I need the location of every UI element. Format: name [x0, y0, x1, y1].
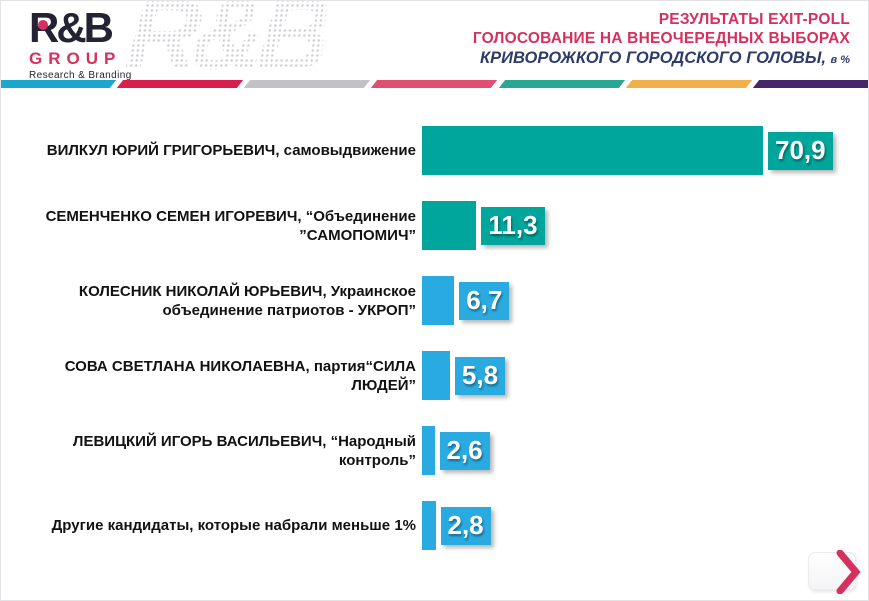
result-bar — [422, 126, 763, 175]
value-badge: 2,6 — [439, 431, 490, 470]
result-bar — [422, 501, 436, 550]
candidate-label: СОВА СВЕТЛАНА НИКОЛАЕВНА, партия“СИЛА ЛЮ… — [64, 357, 416, 394]
chart-row: СЕМЕНЧЕНКО СЕМЕН ИГОРЕВИЧ, “Объединение … — [1, 188, 868, 263]
bar-area: 70,9 — [416, 126, 868, 175]
candidate-label: СЕМЕНЧЕНКО СЕМЕН ИГОРЕВИЧ, “Объединение … — [45, 207, 416, 244]
value-badge: 11,3 — [481, 206, 545, 245]
value-badge: 5,8 — [454, 356, 506, 395]
candidate-label: ЛЕВИЦКИЙ ИГОРЬ ВАСИЛЬЕВИЧ, “Народный кон… — [72, 432, 416, 469]
value-badge: 6,7 — [459, 281, 510, 320]
stripe-segment — [498, 80, 625, 88]
bar-area: 11,3 — [416, 201, 868, 250]
stripe-segment — [1, 80, 117, 88]
logo-group-text: GROUP — [29, 48, 122, 68]
rb-group-logo: R&B GROUP Research & Branding — [29, 7, 132, 81]
next-slide-button[interactable] — [808, 550, 861, 594]
title-line-3: КРИВОРОЖКОГО ГОРОДСКОГО ГОЛОВЫ, в % — [473, 48, 850, 70]
candidate-label: ВИЛКУЛ ЮРИЙ ГРИГОРЬЕВИЧ, самовыдвижение — [46, 142, 416, 159]
decorative-color-stripe — [1, 80, 868, 88]
stripe-segment — [752, 80, 868, 88]
exit-poll-bar-chart: ВИЛКУЛ ЮРИЙ ГРИГОРЬЕВИЧ, самовыдвижение … — [1, 113, 868, 563]
bar-area: 6,7 — [416, 276, 868, 325]
title-line-1: РЕЗУЛЬТАТЫ EXIT-POLL — [658, 11, 850, 28]
result-bar — [422, 201, 477, 250]
chart-row: СОВА СВЕТЛАНА НИКОЛАЕВНА, партия“СИЛА ЛЮ… — [1, 338, 868, 413]
logo-brand-text: R&B — [29, 7, 132, 49]
chart-row: Другие кандидаты, которые набрали меньше… — [1, 488, 868, 563]
bar-area: 2,8 — [416, 501, 868, 550]
title-line-3-main: КРИВОРОЖКОГО ГОРОДСКОГО ГОЛОВЫ, — [479, 49, 826, 67]
chart-row: КОЛЕСНИК НИКОЛАЙ ЮРЬЕВИЧ, Украинское объ… — [1, 263, 868, 338]
logo-tagline: Research & Branding — [29, 69, 132, 81]
bar-area: 5,8 — [416, 351, 868, 400]
stripe-segment — [117, 80, 244, 88]
value-badge: 70,9 — [768, 131, 833, 170]
value-badge: 2,8 — [440, 506, 491, 545]
logo-red-dot-icon — [38, 20, 48, 30]
slide-title: РЕЗУЛЬТАТЫ EXIT-POLL ГОЛОСОВАНИЕ НА ВНЕО… — [473, 10, 850, 70]
title-line-2: ГОЛОСОВАНИЕ НА ВНЕОЧЕРЕДНЫХ ВЫБОРАХ — [472, 30, 850, 47]
chevron-right-icon — [836, 550, 861, 594]
stripe-segment — [244, 80, 371, 88]
result-bar — [422, 276, 455, 325]
candidate-label: Другие кандидаты, которые набрали меньше… — [51, 517, 416, 534]
stripe-segment — [625, 80, 752, 88]
stripe-segment — [371, 80, 498, 88]
bar-area: 2,6 — [416, 426, 868, 475]
result-bar — [422, 351, 450, 400]
title-unit-suffix: в % — [830, 54, 850, 66]
header: R&B R&B GROUP Research & Branding РЕЗУЛЬ… — [1, 1, 868, 91]
candidate-label: КОЛЕСНИК НИКОЛАЙ ЮРЬЕВИЧ, Украинское объ… — [78, 282, 416, 319]
rb-watermark-logo: R&B — [121, 1, 330, 91]
result-bar — [422, 426, 435, 475]
chart-row: ВИЛКУЛ ЮРИЙ ГРИГОРЬЕВИЧ, самовыдвижение … — [1, 113, 868, 188]
chart-row: ЛЕВИЦКИЙ ИГОРЬ ВАСИЛЬЕВИЧ, “Народный кон… — [1, 413, 868, 488]
